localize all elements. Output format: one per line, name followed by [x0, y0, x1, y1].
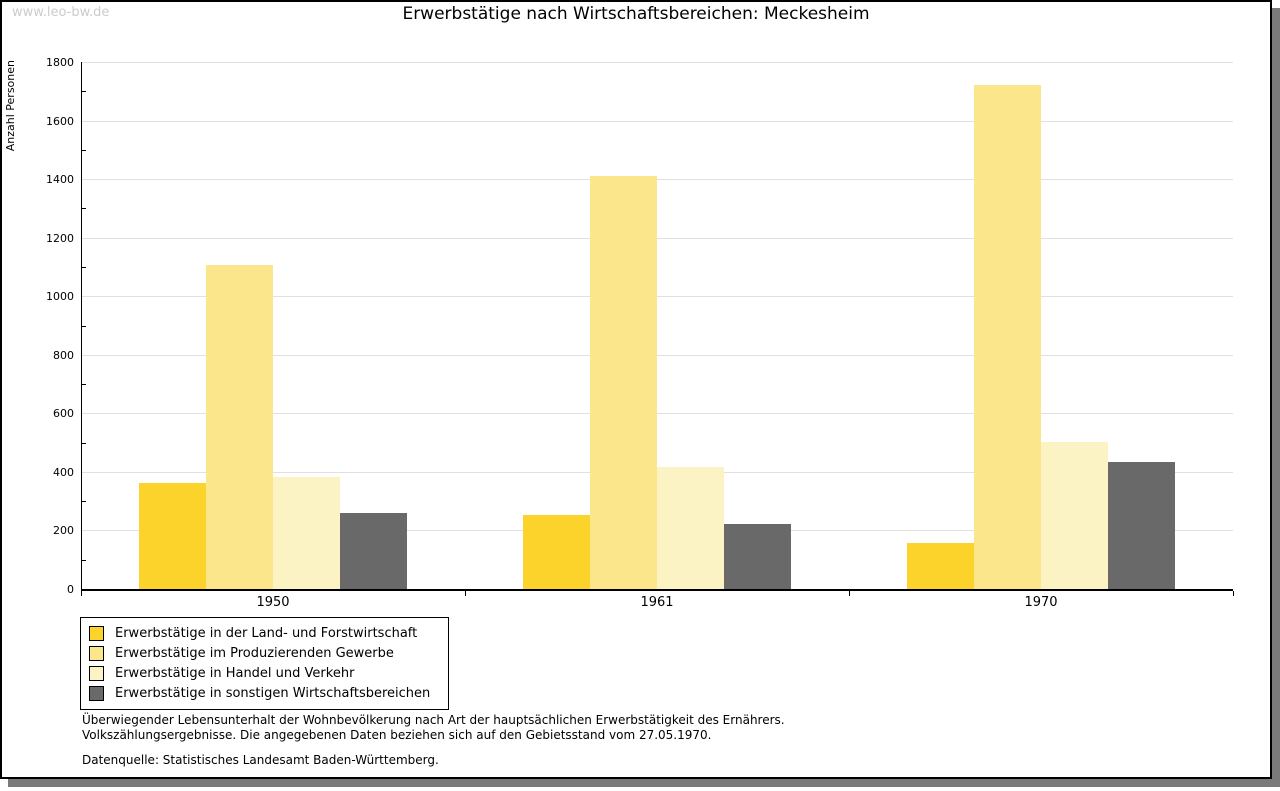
chart-page: www.leo-bw.de Erwerbstätige nach Wirtsch… [0, 0, 1272, 779]
y-tick-label-1000: 1000 [46, 290, 74, 304]
legend-box: Erwerbstätige in der Land- und Forstwirt… [80, 617, 449, 710]
y-minor-tick-1700 [81, 91, 86, 93]
gridline-1800 [81, 62, 1233, 63]
legend-item-2: Erwerbstätige im Produzierenden Gewerbe [89, 643, 440, 663]
y-axis-line [81, 62, 82, 589]
gridline-1200 [81, 237, 1233, 239]
y-minor-tick-100 [81, 559, 86, 561]
footnote-line-1: Überwiegender Lebensunterhalt der Wohnbe… [82, 713, 785, 727]
y-tick-label-1600: 1600 [46, 114, 74, 128]
x-category-label-1950: 1950 [256, 595, 290, 610]
bar-1961-series-4 [724, 524, 791, 589]
bar-1950-series-1 [139, 482, 206, 589]
gridline-1400 [81, 179, 1233, 181]
footnote-line-2: Volkszählungsergebnisse. Die angegebenen… [82, 728, 712, 742]
bar-1950-series-4 [340, 512, 407, 589]
legend-swatch-icon [89, 625, 104, 641]
bar-1970-series-4 [1108, 462, 1175, 589]
y-minor-tick-1100 [81, 266, 86, 268]
y-tick-label-1200: 1200 [46, 231, 74, 245]
x-axis-line [81, 589, 1233, 591]
bar-1961-series-1 [523, 514, 590, 589]
y-minor-tick-300 [81, 501, 86, 503]
x-tick-3 [1233, 591, 1234, 596]
y-tick-label-400: 400 [53, 465, 74, 479]
y-tick-label-600: 600 [53, 407, 74, 421]
legend-label: Erwerbstätige in Handel und Verkehr [115, 665, 355, 681]
x-category-label-1961: 1961 [640, 595, 674, 610]
watermark: www.leo-bw.de [12, 5, 110, 20]
y-tick-label-800: 800 [53, 348, 74, 362]
bar-1950-series-2 [206, 264, 273, 589]
y-tick-label-1400: 1400 [46, 173, 74, 187]
bar-1961-series-3 [657, 466, 724, 589]
x-category-label-1970: 1970 [1024, 595, 1058, 610]
footnote-text: Überwiegender Lebensunterhalt der Wohnbe… [82, 713, 785, 743]
legend-swatch-icon [89, 645, 104, 661]
bar-1970-series-1 [907, 543, 974, 589]
legend-label: Erwerbstätige in der Land- und Forstwirt… [115, 625, 418, 641]
bar-1950-series-3 [273, 476, 340, 589]
x-tick-0 [81, 591, 82, 596]
legend-label: Erwerbstätige im Produzierenden Gewerbe [115, 645, 394, 661]
page-title: Erwerbstätige nach Wirtschaftsbereichen:… [402, 4, 870, 24]
y-tick-label-200: 200 [53, 524, 74, 538]
y-axis-label: Anzahl Personen [4, 60, 17, 152]
y-tick-label-1800: 1800 [46, 56, 74, 69]
legend-swatch-icon [89, 685, 104, 701]
y-tick-label-0: 0 [67, 583, 74, 596]
datasource-text: Datenquelle: Statistisches Landesamt Bad… [82, 753, 439, 767]
gridline-600 [81, 413, 1233, 415]
gridline-1600 [81, 120, 1233, 122]
x-tick-2 [849, 591, 850, 596]
x-tick-1 [465, 591, 466, 596]
y-minor-tick-1500 [81, 149, 86, 151]
legend-item-4: Erwerbstätige in sonstigen Wirtschaftsbe… [89, 683, 440, 703]
y-minor-tick-500 [81, 442, 86, 444]
legend-label: Erwerbstätige in sonstigen Wirtschaftsbe… [115, 685, 431, 701]
legend-item-3: Erwerbstätige in Handel und Verkehr [89, 663, 440, 683]
bar-1970-series-2 [974, 84, 1041, 589]
gridline-800 [81, 354, 1233, 356]
bar-1961-series-2 [590, 176, 657, 589]
legend-item-1: Erwerbstätige in der Land- und Forstwirt… [89, 623, 440, 643]
y-minor-tick-1300 [81, 208, 86, 210]
y-minor-tick-900 [81, 325, 86, 327]
y-minor-tick-700 [81, 384, 86, 386]
bar-1970-series-3 [1041, 441, 1108, 589]
gridline-1000 [81, 296, 1233, 298]
legend-swatch-icon [89, 665, 104, 681]
